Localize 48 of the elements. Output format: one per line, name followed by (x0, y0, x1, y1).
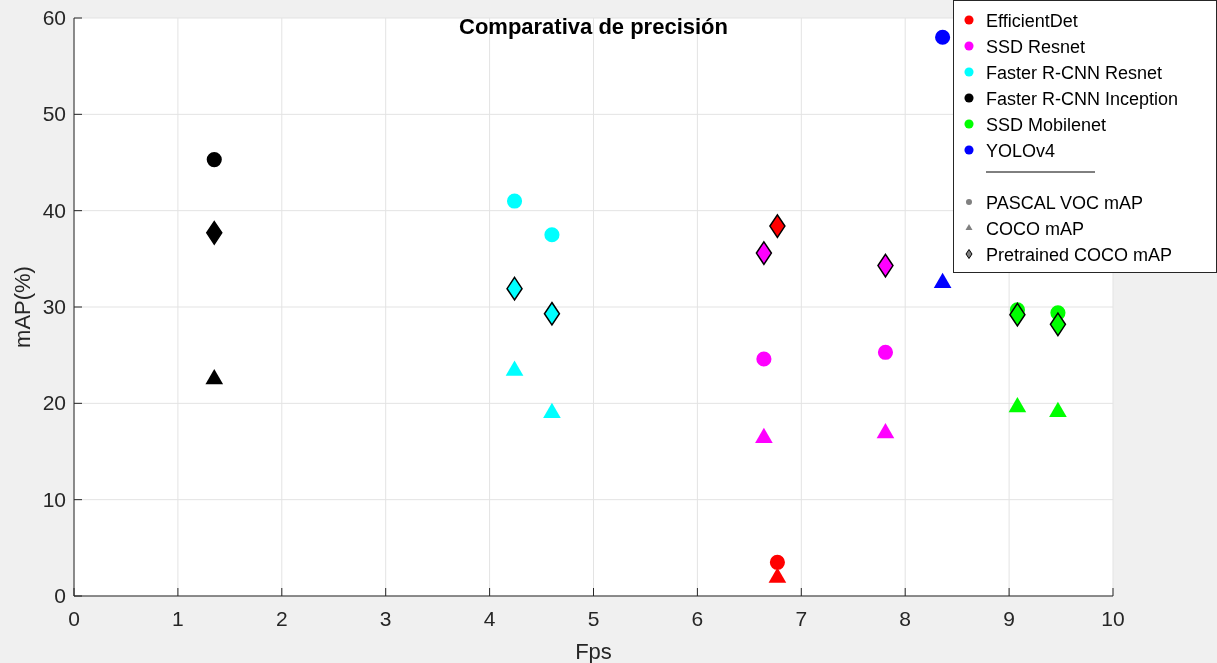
annotation: Pretrained COCO mAP (986, 245, 1173, 265)
x-tick-label: 4 (483, 607, 496, 630)
legend-label: YOLOv4 (986, 141, 1056, 161)
x-tick-label: 2 (275, 607, 288, 630)
y-tick-label: 60 (42, 6, 66, 29)
x-tick-label: 9 (1003, 607, 1015, 630)
y-tick-label: 40 (42, 198, 66, 222)
x-axis-title: Fps (575, 639, 612, 663)
x-tick-label: 6 (691, 607, 704, 630)
point (876, 423, 895, 439)
point (756, 351, 772, 367)
point (768, 567, 787, 583)
chart-title: Comparativa de precisión (459, 14, 728, 39)
y-tick-label: 0 (54, 584, 66, 607)
y-tick-label: 20 (42, 391, 66, 415)
x-tick-label: 10 (1101, 607, 1125, 630)
legend-label: EfficientDet (986, 11, 1078, 31)
point (935, 29, 951, 45)
x-tick-label: 7 (795, 607, 808, 630)
point (543, 301, 561, 326)
point (877, 344, 894, 360)
legend-label: Faster R-CNN Inception (986, 89, 1179, 109)
point (544, 227, 560, 243)
x-tick-label: 1 (172, 607, 184, 630)
y-axis-title: mAP(%) (10, 266, 35, 348)
x-tick-label: 3 (379, 607, 392, 630)
annotation: PASCAL VOC mAP (986, 193, 1144, 213)
point (755, 427, 773, 444)
annotation: COCO mAP (986, 219, 1085, 239)
point (543, 402, 561, 419)
point (506, 193, 523, 209)
legend-label: SSD Resnet (986, 37, 1086, 57)
legend-label: Faster R-CNN Resnet (986, 63, 1163, 83)
point (1049, 401, 1067, 418)
y-tick-label: 10 (42, 487, 66, 511)
point (1049, 312, 1067, 337)
y-tick-label: 50 (42, 102, 66, 126)
x-tick-label: 0 (68, 607, 80, 630)
x-tick-label: 5 (587, 607, 600, 630)
x-tick-label: 8 (899, 607, 912, 630)
point (206, 152, 222, 168)
legend-label: SSD Mobilenet (986, 115, 1107, 135)
y-tick-label: 30 (42, 295, 66, 318)
point (1008, 396, 1027, 413)
point (933, 272, 952, 289)
point (505, 360, 524, 376)
point (205, 369, 224, 385)
point (755, 241, 773, 266)
